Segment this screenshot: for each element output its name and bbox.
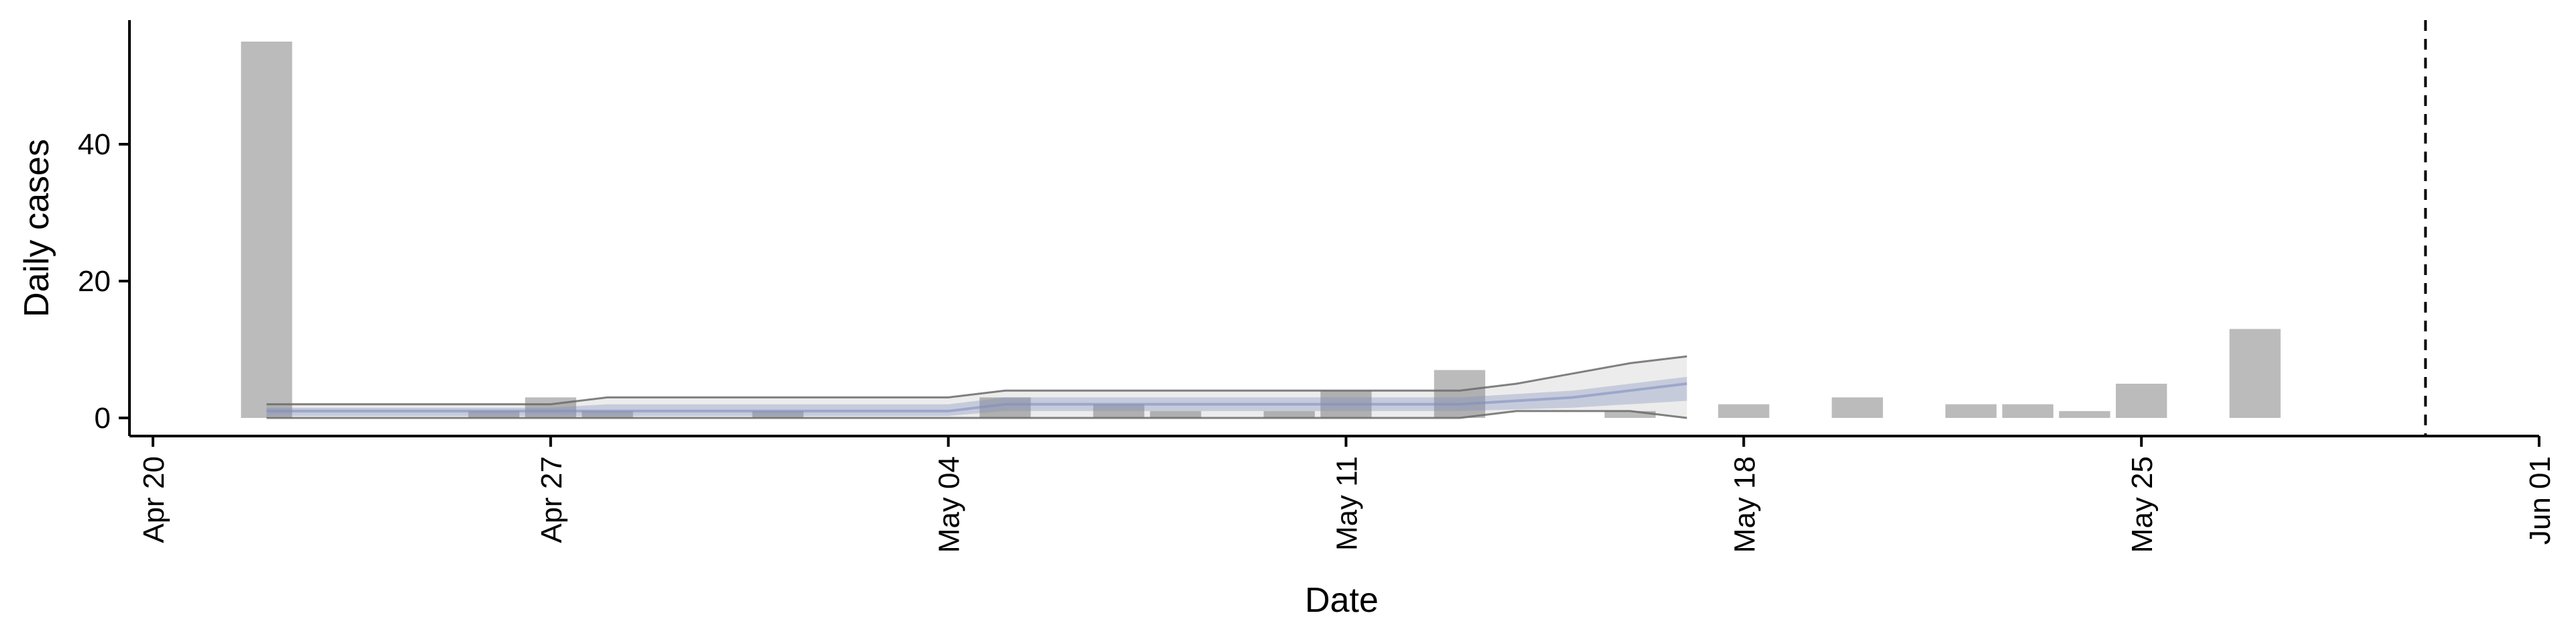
- bar: [2059, 411, 2110, 418]
- bar: [2002, 404, 2053, 418]
- outer-interval-band: [266, 356, 1687, 418]
- x-axis-title: Date: [1305, 581, 1379, 620]
- bar: [1263, 411, 1315, 418]
- bar: [241, 42, 292, 418]
- bar: [525, 397, 576, 418]
- x-tick-label: May 18: [1728, 456, 1761, 553]
- outer-interval-upper-line: [266, 355, 1687, 406]
- bar: [2229, 329, 2281, 418]
- median-estimate-line: [266, 382, 1687, 413]
- inner-interval-band: [266, 376, 1687, 416]
- bar: [1831, 397, 1883, 418]
- bar: [752, 411, 804, 418]
- bar: [2116, 384, 2167, 418]
- x-tick-label: Apr 20: [138, 456, 170, 543]
- bar: [1434, 370, 1485, 418]
- bar: [468, 411, 520, 418]
- bar: [582, 411, 633, 418]
- bar: [1604, 411, 1656, 418]
- bar: [979, 397, 1031, 418]
- bar: [1718, 404, 1770, 418]
- y-axis-title: Daily cases: [17, 139, 56, 317]
- x-tick-label: Jun 01: [2524, 456, 2557, 545]
- plot-area: [241, 20, 2427, 436]
- y-tick-label: 20: [78, 265, 111, 298]
- axes: [128, 20, 2539, 437]
- ticks: 0 20 40 Apr 20 Apr 27 May 04 May 11 May 18 May 2…: [78, 128, 2557, 553]
- y-tick-label: 40: [78, 128, 111, 161]
- x-tick-label: May 11: [1331, 456, 1364, 551]
- x-tick-label: May 25: [2126, 456, 2159, 553]
- y-tick-label: 0: [95, 402, 111, 435]
- x-tick-label: May 04: [933, 456, 966, 553]
- outer-interval-lower-line: [266, 410, 1687, 419]
- bar: [1093, 404, 1144, 418]
- bar: [1150, 411, 1201, 418]
- bar: [1945, 404, 1997, 418]
- x-tick-label: Apr 27: [535, 456, 568, 543]
